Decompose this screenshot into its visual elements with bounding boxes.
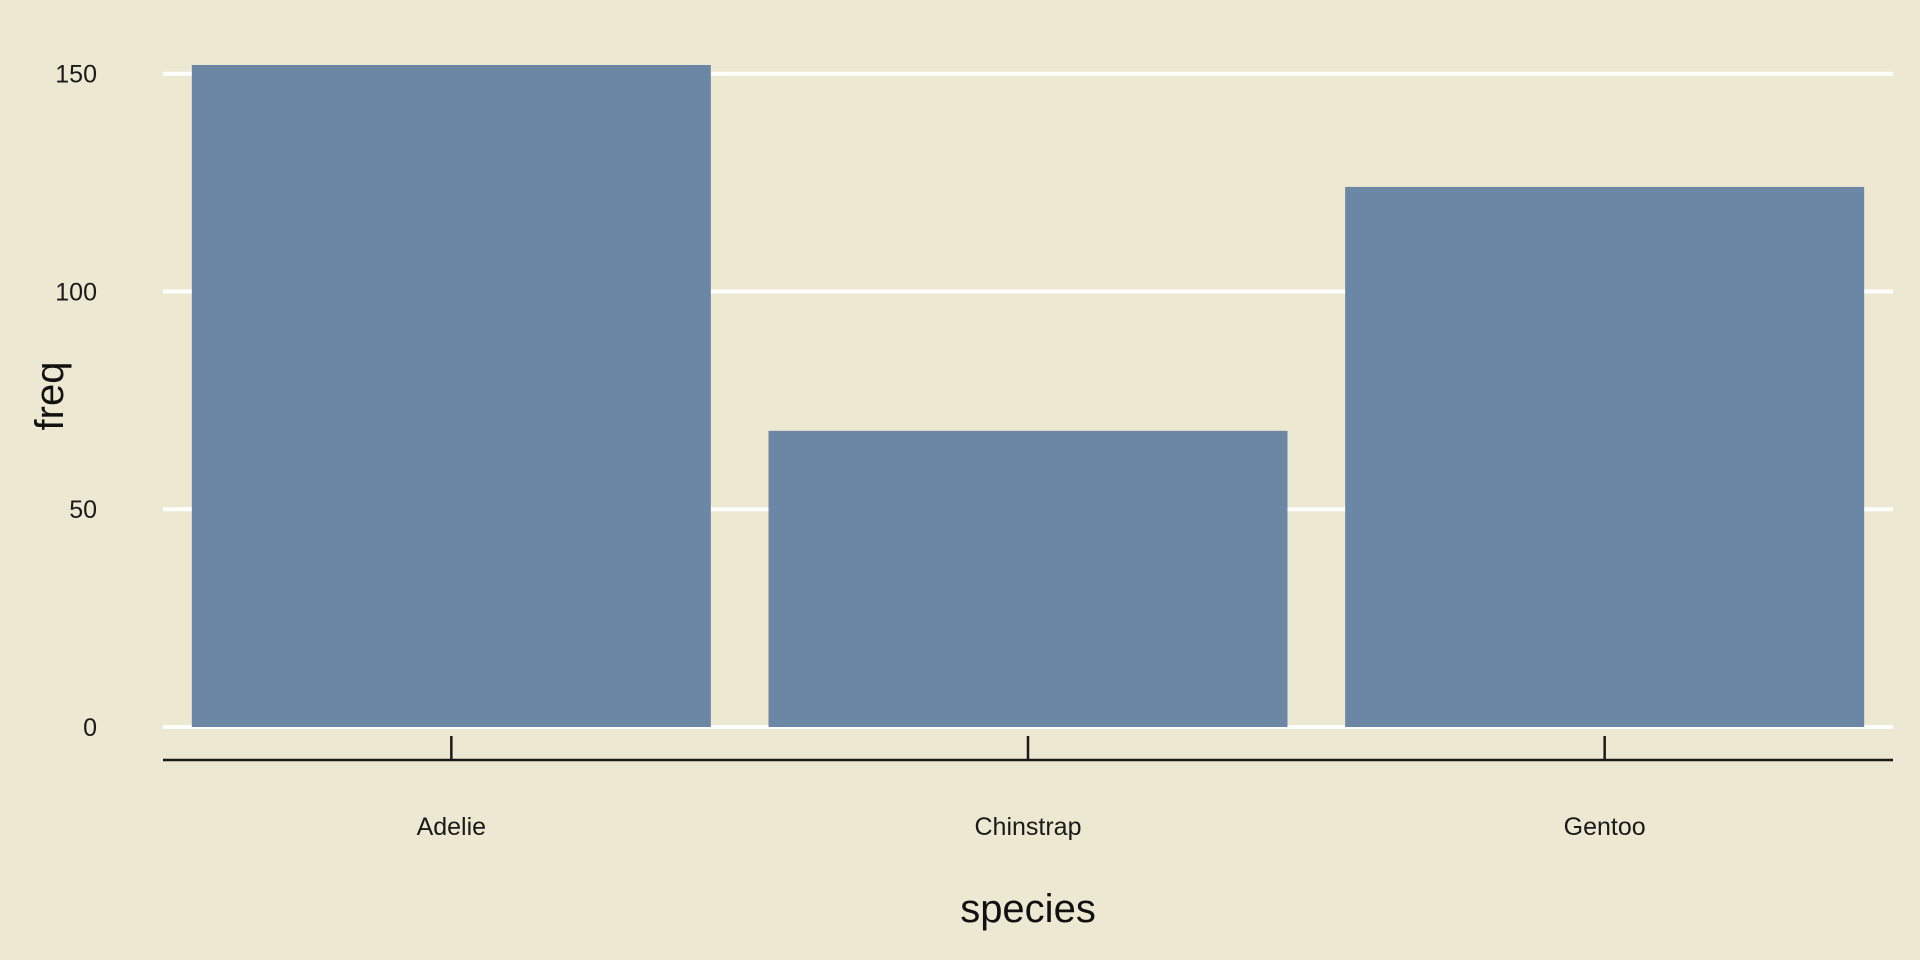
x-tick-label-chinstrap: Chinstrap [975,813,1082,841]
y-tick-label-0: 0 [83,714,97,742]
bar-chinstrap [768,430,1288,727]
bar-gentoo [1345,186,1865,727]
y-axis-tick-labels: 0 50 100 150 [55,61,97,742]
x-axis-title: species [960,887,1096,931]
y-tick-label-100: 100 [55,278,97,306]
y-axis-title: freq [28,362,72,431]
x-axis-tick-labels: Adelie Chinstrap Gentoo [417,813,1646,841]
x-tick-label-gentoo: Gentoo [1564,813,1646,841]
bars [191,65,1865,727]
y-tick-label-150: 150 [55,61,97,89]
bar-adelie [191,65,711,727]
x-tick-label-adelie: Adelie [417,813,487,841]
x-axis [163,736,1893,762]
y-tick-label-50: 50 [69,496,97,524]
